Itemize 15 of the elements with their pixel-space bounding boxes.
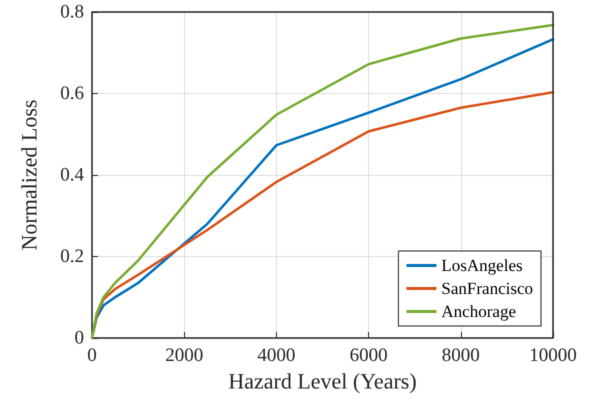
x-tick-label: 2000 xyxy=(165,345,204,366)
y-tick-label: 0.2 xyxy=(60,246,84,267)
x-tick-label: 6000 xyxy=(350,345,388,366)
x-axis-title: Hazard Level (Years) xyxy=(228,368,417,394)
x-tick-label: 8000 xyxy=(442,345,480,366)
y-tick-label: 0.6 xyxy=(60,83,84,104)
legend-label: SanFrancisco xyxy=(441,279,534,298)
legend-label: Anchorage xyxy=(441,302,516,321)
y-tick-label: 0 xyxy=(74,328,84,348)
x-tick-label: 10000 xyxy=(529,345,577,366)
y-tick-label: 0.4 xyxy=(60,164,84,186)
y-tick-label: 0.8 xyxy=(60,2,84,22)
y-axis-title: Normalized Loss xyxy=(16,100,42,250)
x-tick-label: 4000 xyxy=(257,345,296,366)
legend-label: LosAngeles xyxy=(441,256,523,275)
